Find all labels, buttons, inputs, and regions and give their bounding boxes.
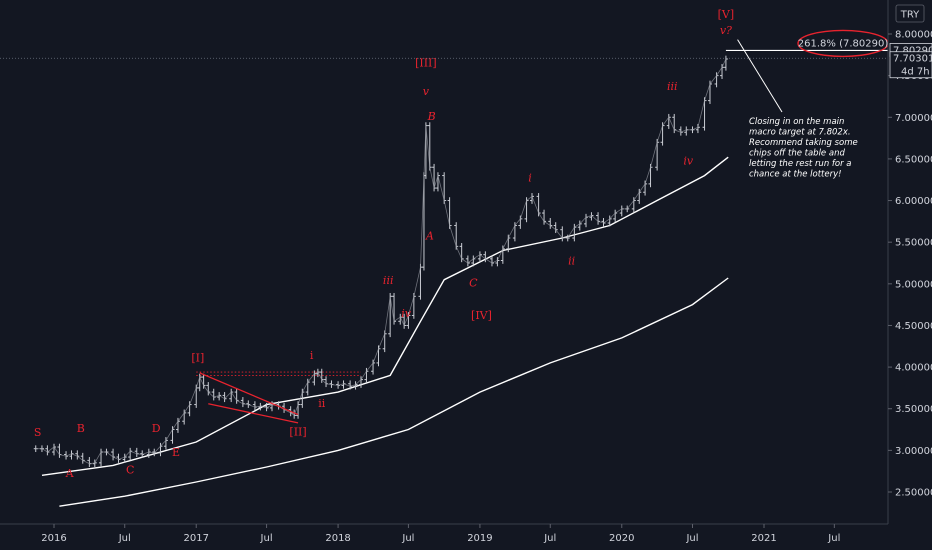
trendlines [199, 372, 299, 424]
target-price-label: 7.80290 [893, 45, 932, 56]
price-close-line [35, 58, 727, 465]
wave-label: B [77, 422, 85, 435]
price-series [33, 55, 728, 468]
annotation-pointer [737, 39, 783, 113]
x-tick-label: 2019 [467, 533, 492, 544]
wave-label: iii [383, 274, 394, 287]
wave-label: iii [667, 80, 678, 93]
wave-label: i [528, 171, 532, 184]
wave-label: [III] [415, 56, 437, 69]
wave-label: D [152, 422, 161, 435]
wave-label: v? [720, 24, 732, 37]
annotation-line: letting the rest run for a [749, 159, 852, 169]
y-tick-label: 3.00000 [895, 446, 932, 457]
y-tick-labels: 2.50000 3.00000 3.50000 4.00000 4.50000 5.000… [888, 30, 932, 499]
wave-label: C [126, 464, 134, 477]
x-tick-label: 2017 [184, 533, 209, 544]
y-tick-label: 5.00000 [895, 279, 932, 290]
x-tick-label: 2021 [751, 533, 776, 544]
x-tick-label: Jul [827, 533, 840, 544]
wave-label: iv [401, 307, 412, 320]
x-tick-labels: 2016 Jul 2017 Jul 2018 Jul 2019 Jul 2020 Jul 2021 J… [41, 524, 840, 544]
moving-averages [41, 156, 729, 507]
y-tick-label: 6.00000 [895, 196, 932, 207]
currency-badge[interactable]: TRY [895, 4, 925, 23]
wave-label: A [425, 230, 434, 243]
x-tick-label: 2020 [609, 533, 634, 544]
wave-label: E [172, 446, 180, 459]
y-tick-label: 6.50000 [895, 154, 932, 165]
annotation-line: macro target at 7.802x. [749, 128, 851, 138]
y-tick-label: 7.00000 [895, 113, 932, 124]
wave-label: ii [568, 255, 575, 268]
x-tick-label: Jul [401, 533, 414, 544]
x-tick-label: Jul [543, 533, 556, 544]
wave-label: C [469, 276, 478, 289]
time-axis[interactable]: 2016 Jul 2017 Jul 2018 Jul 2019 Jul 2020 Jul 2021 J… [0, 523, 932, 550]
wave-label: [II] [289, 425, 306, 438]
y-tick-label: 2.50000 [895, 488, 932, 499]
x-tick-label: 2018 [325, 533, 350, 544]
wave-label: [I] [191, 351, 204, 364]
last-price-label: 7.70301 [893, 54, 932, 65]
x-tick-label: Jul [118, 533, 131, 544]
annotation-line: chips off the table and [749, 149, 845, 159]
annotation-line: Closing in on the main [749, 117, 844, 127]
y-tick-label: 4.50000 [895, 321, 932, 332]
annotation-line: chance at the lottery! [749, 170, 842, 180]
price-axis[interactable]: 2.50000 3.00000 3.50000 4.00000 4.50000 5.000… [887, 0, 932, 524]
moving-average-fast-line [41, 156, 729, 476]
trendline [208, 403, 299, 424]
wave-label: v [423, 85, 430, 98]
wave-label: ii [318, 397, 326, 410]
y-tick-label: 4.00000 [895, 363, 932, 374]
wave-label: [IV] [471, 309, 492, 322]
x-tick-label: Jul [685, 533, 698, 544]
annotation-line: Recommend taking some [749, 138, 858, 148]
x-tick-label: 2016 [41, 533, 66, 544]
fib-level-label: 261.8% (7.80290) [798, 38, 889, 49]
wave-label: i [310, 349, 314, 362]
y-tick-label: 8.00000 [895, 30, 932, 41]
bar-countdown-label: 4d 7h [901, 67, 930, 78]
wave-labels: SABCDE[I][II]iiiiiiiv[III]vBAC[IV]iiiiii… [34, 8, 734, 480]
dotted-levels [196, 371, 362, 376]
y-tick-label: 3.50000 [895, 404, 932, 415]
wave-label: [V] [718, 8, 735, 21]
currency-badge-label: TRY [900, 10, 920, 21]
wave-label: A [65, 467, 75, 480]
wave-label: S [34, 426, 42, 439]
y-tick-label: 5.50000 [895, 238, 932, 249]
x-tick-label: Jul [260, 533, 273, 544]
trendline [199, 372, 299, 416]
moving-average-slow-line [59, 277, 729, 507]
last-price-box: 7.70301 4d 7h [889, 51, 932, 79]
wave-label: B [427, 110, 436, 123]
wave-label: iv [683, 155, 694, 168]
